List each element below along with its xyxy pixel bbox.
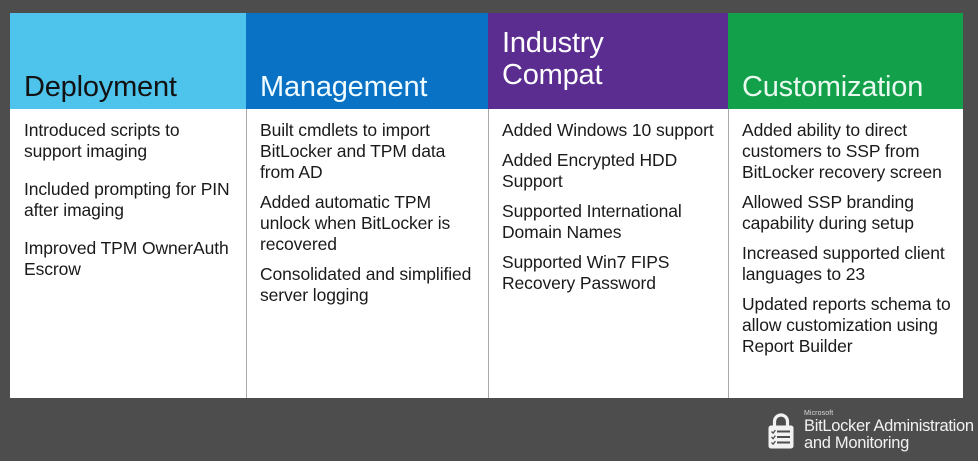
column-bodies-row: Introduced scripts to support imaging In… [10,109,963,398]
list-item: Increased supported client languages to … [742,243,945,284]
column-title-management: Management [260,71,428,103]
column-title-deployment: Deployment [24,71,177,103]
list-item: Added Windows 10 support [502,120,714,140]
list-item: Added Encrypted HDD Support [502,150,678,191]
list-item: Introduced scripts to support imaging [24,120,180,161]
product-logo: Microsoft BitLocker Administration and M… [765,406,974,456]
column-body-customization: Added ability to direct customers to SSP… [728,109,963,398]
list-item: Allowed SSP branding capability during s… [742,192,914,233]
logo-line-2: and Monitoring [804,434,909,452]
list-item: Supported International Domain Names [502,201,682,242]
column-body-management: Built cmdlets to import BitLocker and TP… [246,109,488,398]
list-item: Consolidated and simplified server loggi… [260,264,472,305]
microsoft-wordmark: Microsoft [804,410,834,417]
column-body-deployment: Introduced scripts to support imaging In… [10,109,246,398]
column-body-industry-compat: Added Windows 10 support Added Encrypted… [488,109,728,398]
column-header-management: Management [246,13,488,109]
logo-text-block: Microsoft BitLocker Administration and M… [804,410,974,452]
list-item: Supported Win7 FIPS Recovery Password [502,252,670,293]
column-title-customization: Customization [742,71,924,103]
column-title-industry-compat: Industry Compat [502,27,604,91]
column-header-customization: Customization [728,13,963,109]
padlock-icon [765,411,797,451]
list-item: Included prompting for PIN after imaging [24,179,230,220]
list-item: Improved TPM OwnerAuth Escrow [24,238,229,279]
column-headers-row: Deployment Management Industry Compat Cu… [10,13,963,109]
column-header-deployment: Deployment [10,13,246,109]
list-item: Added ability to direct customers to SSP… [742,120,942,182]
list-item: Added automatic TPM unlock when BitLocke… [260,192,451,254]
column-header-industry-compat: Industry Compat [488,13,728,109]
list-item: Updated reports schema to allow customiz… [742,294,951,356]
list-item: Built cmdlets to import BitLocker and TP… [260,120,446,182]
logo-line-1: BitLocker Administration [804,417,974,435]
